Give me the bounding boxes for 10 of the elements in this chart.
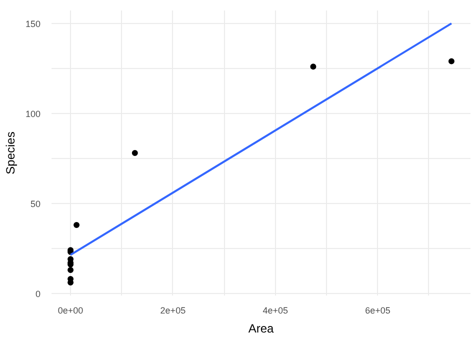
x-tick-label: 2e+05 bbox=[160, 306, 186, 316]
y-axis-title: Species bbox=[3, 132, 18, 174]
x-tick-label: 0e+00 bbox=[58, 306, 84, 316]
y-tick-label: 150 bbox=[25, 18, 41, 29]
y-tick-label: 100 bbox=[25, 108, 41, 119]
x-tick-label: 6e+05 bbox=[365, 306, 390, 316]
y-tick-label: 0 bbox=[35, 288, 41, 299]
x-axis-title: Area bbox=[248, 322, 274, 336]
y-tick-label: 50 bbox=[30, 198, 41, 209]
x-tick-label: 4e+05 bbox=[262, 306, 288, 316]
